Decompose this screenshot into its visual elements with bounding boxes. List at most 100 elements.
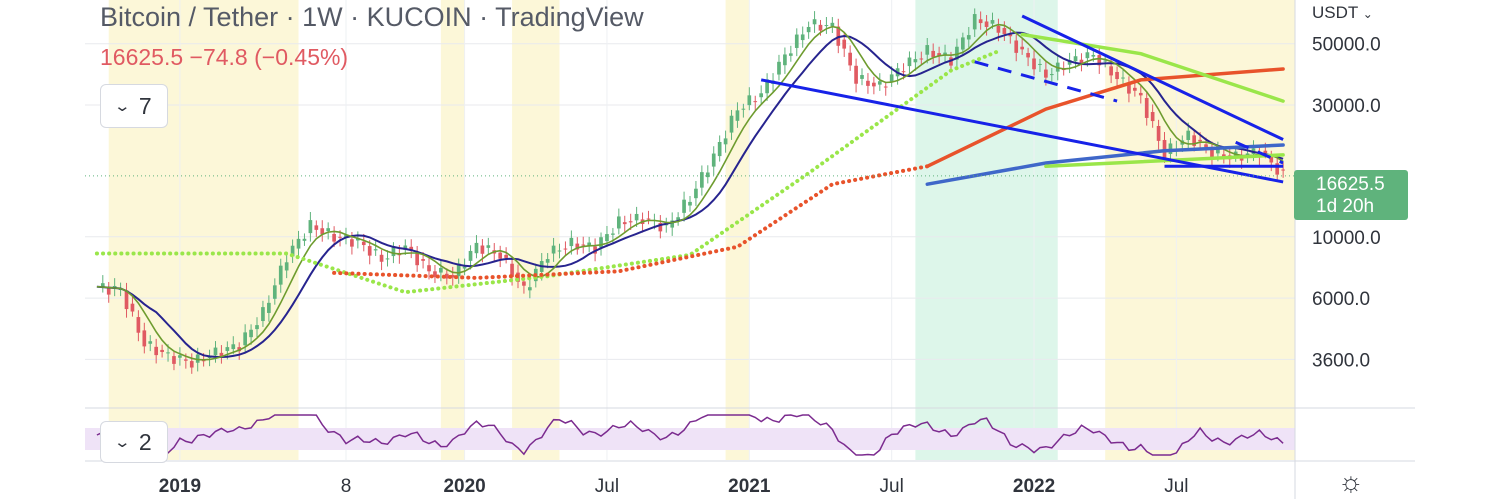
candle-body: [913, 59, 918, 63]
x-tick-label: Jul: [880, 476, 904, 497]
candle-body: [308, 220, 313, 234]
candle-body: [711, 153, 716, 167]
candle-body: [1216, 148, 1220, 154]
candle-body: [219, 352, 224, 357]
chart-title: Bitcoin / Tether · 1W · KUCOIN · Trading…: [100, 2, 644, 32]
price-change: −74.8: [189, 44, 248, 70]
x-tick-label: 2019: [159, 476, 201, 497]
candle-body: [166, 352, 170, 354]
candle-body: [267, 302, 271, 313]
candle-body: [1162, 139, 1167, 158]
candle-body: [759, 93, 764, 98]
candle-body: [1121, 77, 1125, 79]
candle-body: [966, 35, 971, 40]
ma-line: [94, 49, 1001, 295]
candle-body: [130, 303, 135, 312]
candle-body: [931, 50, 936, 58]
candle-body: [783, 54, 787, 66]
candle-body: [504, 254, 508, 258]
candle-body: [1067, 60, 1072, 65]
candle-body: [723, 138, 728, 145]
highlight-band: [512, 0, 560, 460]
candle-body: [207, 357, 212, 359]
candle-body: [338, 236, 342, 238]
candle-body: [622, 222, 627, 225]
indicators-toggle-button[interactable]: ⌄ 7: [100, 84, 168, 128]
candle-body: [1263, 150, 1268, 154]
candle-body: [700, 172, 704, 188]
last-price: 16625.5: [100, 44, 184, 70]
candle-body: [1079, 59, 1084, 65]
candle-body: [717, 142, 722, 157]
candle-body: [729, 115, 734, 133]
candle-body: [154, 346, 159, 356]
trendlines: [760, 14, 1284, 184]
candle-body: [444, 273, 449, 279]
x-tick-label: Jul: [1164, 476, 1188, 497]
trendline: [1021, 14, 1284, 141]
price-summary: 16625.5 −74.8 (−0.45%): [100, 44, 348, 71]
ma-line: [96, 31, 1284, 359]
candle-body: [990, 20, 995, 24]
candle-body: [326, 228, 331, 232]
candle-body: [1026, 52, 1030, 58]
candle-body: [1221, 154, 1226, 158]
chevron-down-icon: ⌄: [1362, 7, 1373, 21]
candle-body: [178, 355, 182, 358]
candle-body: [557, 250, 562, 252]
candle-body: [498, 252, 503, 259]
trendline: [974, 60, 1118, 103]
candle-body: [777, 61, 781, 75]
candle-body: [943, 52, 947, 56]
candle-body: [806, 26, 811, 33]
candle-body: [1002, 28, 1007, 35]
candle-body: [812, 19, 817, 25]
rsi-toggle-button[interactable]: ⌄ 2: [100, 421, 168, 463]
candle-body: [901, 71, 906, 73]
y-tick-label: 10000.0: [1312, 228, 1381, 249]
settings-icon[interactable]: ☼: [1338, 466, 1364, 497]
indicators-count: 7: [138, 92, 152, 119]
candle-body: [872, 82, 876, 87]
bar-countdown: 1d 20h: [1316, 196, 1375, 217]
candle-body: [385, 258, 390, 260]
candle-body: [391, 247, 396, 257]
candle-body: [1133, 87, 1137, 91]
candle-body: [705, 172, 710, 178]
candle-body: [984, 21, 989, 27]
candle-body: [415, 252, 419, 266]
candle-body: [800, 34, 805, 41]
candle-body: [1275, 163, 1280, 175]
x-tick-label: 2022: [1013, 476, 1055, 497]
candle-body: [332, 233, 336, 242]
candle-body: [284, 262, 289, 271]
price-change-percent: (−0.45%): [254, 44, 349, 70]
candle-body: [379, 254, 384, 262]
candle-body: [510, 263, 514, 277]
candle-body: [1049, 74, 1054, 76]
ma-line: [332, 164, 930, 280]
candle-body: [302, 238, 307, 241]
chevron-down-icon: ⌄: [113, 98, 132, 115]
candle-body: [753, 101, 758, 103]
candle-body: [1127, 82, 1131, 94]
candle-body: [676, 217, 680, 221]
candle-body: [1269, 156, 1274, 163]
candle-body: [670, 220, 675, 228]
candle-body: [1073, 56, 1078, 62]
candle-body: [201, 360, 206, 362]
currency-selector[interactable]: USDT ⌄: [1312, 3, 1373, 23]
candle-body: [1245, 153, 1250, 156]
last-price-tag: 16625.5 1d 20h: [1294, 170, 1408, 220]
candle-body: [866, 80, 870, 86]
candle-body: [421, 259, 425, 261]
candle-body: [480, 245, 485, 254]
candle-body: [1198, 139, 1202, 142]
candle-body: [1239, 157, 1244, 161]
candle-body: [907, 57, 912, 67]
candle-body: [682, 199, 686, 213]
ma-line: [96, 23, 1284, 361]
candle-body: [545, 259, 550, 263]
candle-body: [124, 290, 129, 310]
